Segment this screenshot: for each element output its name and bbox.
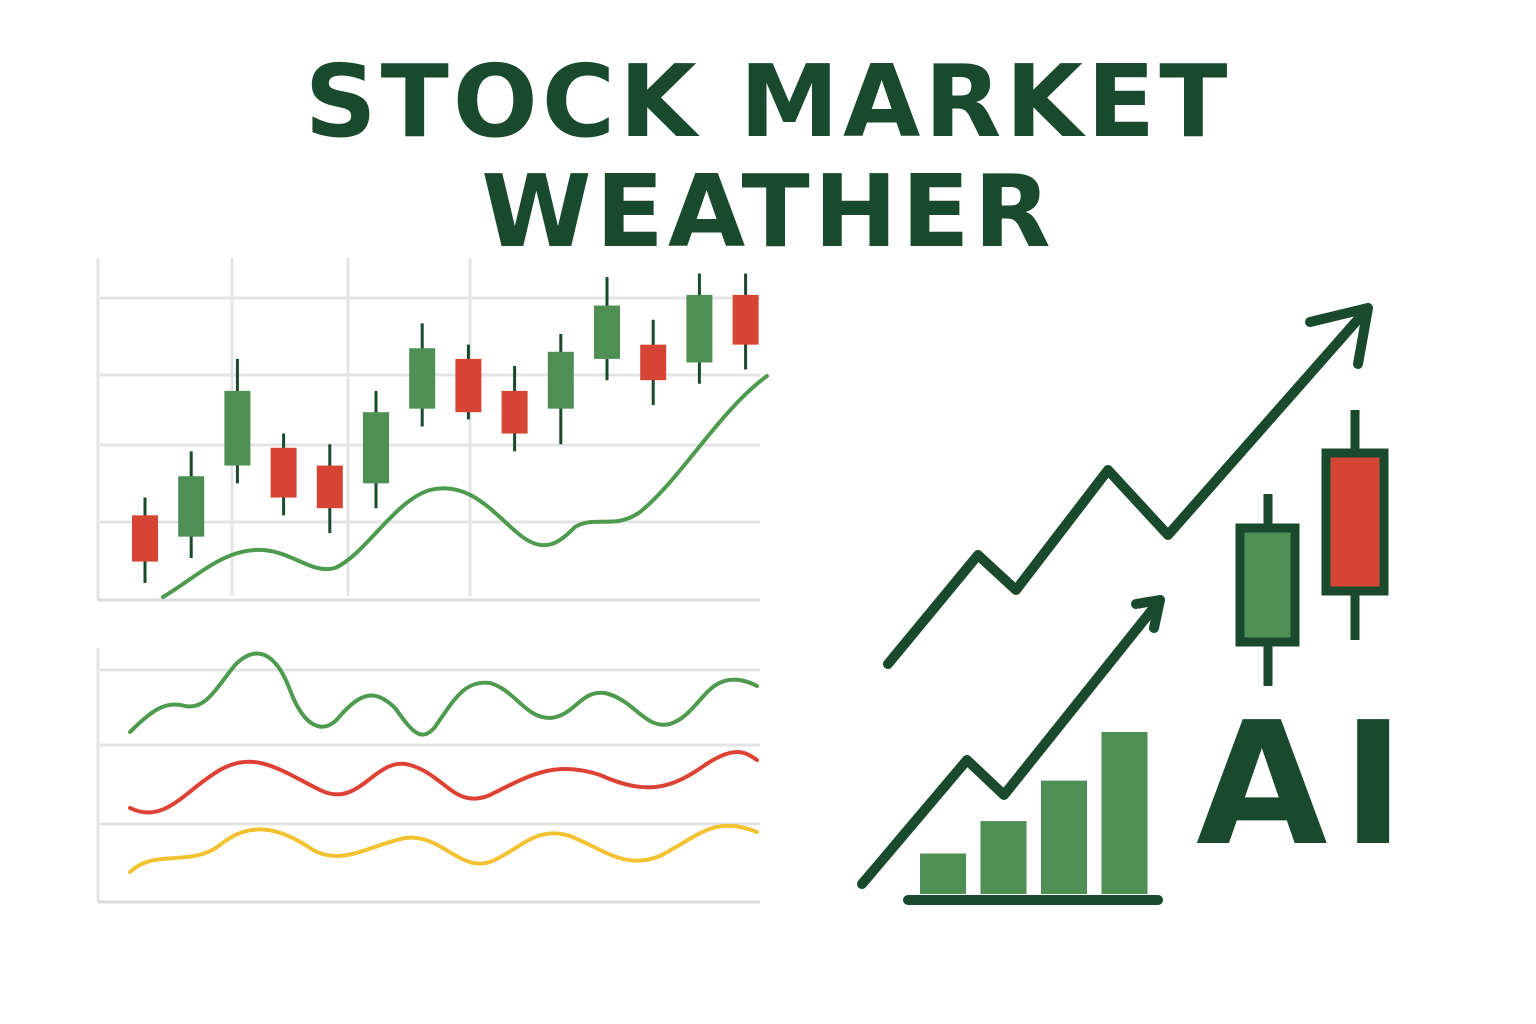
wave-yellow bbox=[128, 823, 759, 874]
candle-bull bbox=[594, 305, 620, 359]
bar bbox=[1041, 780, 1087, 894]
candle-bear bbox=[732, 294, 759, 345]
bar bbox=[980, 821, 1027, 894]
candle-bear bbox=[316, 465, 343, 509]
candle-bull bbox=[409, 348, 436, 409]
candle-bull bbox=[178, 476, 205, 537]
ai-label: AI bbox=[1196, 686, 1419, 884]
big-candles bbox=[1235, 410, 1389, 686]
candle-bear bbox=[270, 447, 297, 498]
wave-red bbox=[128, 750, 759, 815]
title-line-1: STOCK MARKET bbox=[304, 43, 1232, 160]
bar bbox=[1101, 732, 1148, 894]
bar-chart-icon bbox=[920, 732, 1148, 894]
big-candle-red bbox=[1321, 448, 1389, 596]
title-line-2: WEATHER bbox=[481, 153, 1055, 270]
trend-line bbox=[161, 374, 769, 599]
candle-bear bbox=[455, 358, 482, 413]
small-arrow-head bbox=[1131, 595, 1165, 633]
candles bbox=[132, 273, 759, 583]
big-arrow-head bbox=[1305, 303, 1373, 369]
small-trend-arrow bbox=[857, 595, 1165, 889]
candle-bear bbox=[132, 515, 158, 562]
candle-bull bbox=[686, 294, 713, 363]
big-trend-arrow bbox=[883, 303, 1373, 669]
candle-bull bbox=[363, 412, 389, 484]
candle-bull bbox=[224, 390, 251, 466]
candle-bull bbox=[547, 351, 574, 409]
bar bbox=[920, 853, 966, 894]
candle-bear bbox=[501, 390, 528, 434]
wave-grid bbox=[96, 648, 760, 904]
wave-green bbox=[128, 651, 759, 737]
big-candle-green bbox=[1235, 523, 1300, 647]
candle-bear bbox=[640, 344, 667, 381]
